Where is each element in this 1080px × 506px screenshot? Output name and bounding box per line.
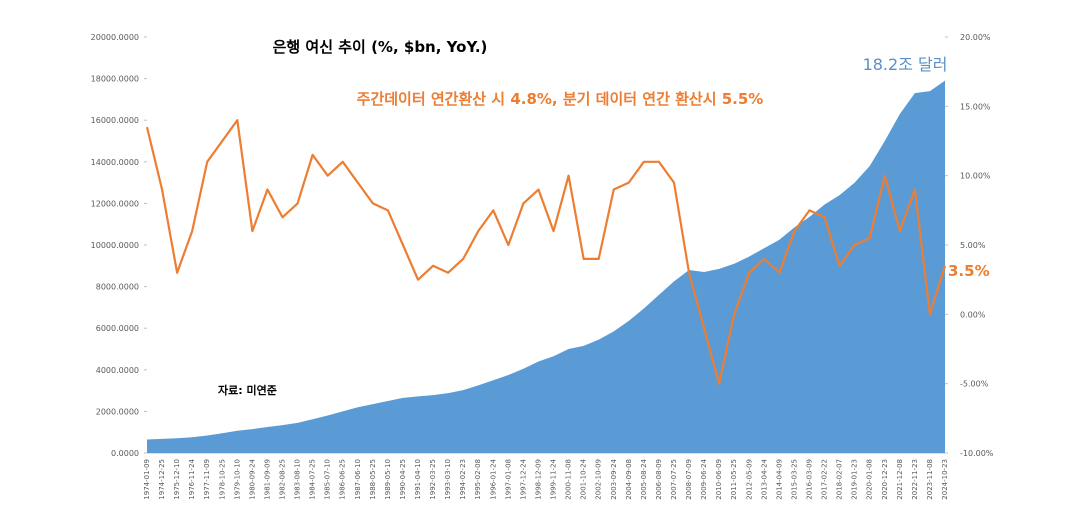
- x-tick-label: 1997-12-24: [519, 458, 527, 499]
- x-tick-label: 2015-03-25: [790, 459, 798, 500]
- x-tick-label: 2013-04-24: [760, 458, 768, 499]
- x-tick-label: 1996-01-24: [489, 458, 497, 499]
- x-tick-label: 2022-11-23: [911, 459, 919, 500]
- x-tick-label: 2018-02-07: [836, 459, 844, 500]
- x-tick-label: 1975-12-10: [173, 459, 181, 500]
- x-tick-label: 2005-08-24: [640, 458, 648, 499]
- x-tick-label: 2023-11-08: [926, 459, 934, 500]
- x-tick-label: 1984-07-25: [309, 459, 317, 500]
- x-tick-label: 1979-10-10: [233, 459, 241, 500]
- x-tick-label: 1974-12-25: [158, 459, 166, 500]
- chart-title: 은행 여신 추이 (%, $bn, YoY.): [273, 38, 488, 56]
- x-tick-label: 2007-07-25: [670, 459, 678, 500]
- x-tick-label: 1995-02-08: [474, 459, 482, 500]
- x-tick-label: 1987-06-10: [354, 459, 362, 500]
- x-tick-label: 1998-12-09: [534, 459, 542, 500]
- x-tick-label: 2020-01-08: [866, 459, 874, 500]
- x-tick-label: 1989-05-10: [384, 459, 392, 500]
- x-tick-label: 2019-01-23: [851, 459, 859, 500]
- y-tick-label: 4000.0000: [96, 366, 139, 375]
- y-tick-label: 6000.0000: [96, 324, 139, 333]
- x-tick-label: 1985-07-10: [324, 459, 332, 500]
- x-tick-label: 2002-10-09: [595, 459, 603, 500]
- y2-tick-label: -5.00%: [960, 380, 989, 389]
- x-tick-label: 1997-01-08: [504, 459, 512, 500]
- y2-tick-label: 20.00%: [960, 33, 991, 42]
- x-tick-label: 2011-05-25: [730, 459, 738, 500]
- y-tick-label: 14000.0000: [91, 158, 139, 167]
- x-tick-label: 1978-10-25: [218, 459, 226, 500]
- annotation: 3.5%: [948, 262, 990, 280]
- x-tick-label: 2009-06-24: [700, 458, 708, 499]
- x-tick-label: 1994-02-23: [459, 459, 467, 500]
- x-tick-label: 2006-08-09: [655, 459, 663, 500]
- y-tick-label: 8000.0000: [96, 283, 139, 292]
- y-tick-label: 12000.0000: [91, 199, 139, 208]
- y-tick-label: 0.0000: [111, 449, 139, 458]
- x-tick-label: 1988-05-25: [369, 459, 377, 500]
- x-tick-label: 2001-10-24: [580, 458, 588, 499]
- y-tick-label: 10000.0000: [91, 241, 139, 250]
- x-tick-label: 2020-12-23: [881, 459, 889, 500]
- y2-tick-label: 0.00%: [960, 310, 986, 319]
- x-tick-label: 1976-11-24: [188, 458, 196, 499]
- x-tick-label: 2010-06-09: [715, 459, 723, 500]
- line: [145, 119, 947, 385]
- annotation: 자료: 미연준: [218, 383, 277, 397]
- x-tick-label: 1993-03-10: [444, 459, 452, 500]
- area: [147, 80, 945, 454]
- x-tick-label: 2014-04-09: [775, 459, 783, 500]
- y2-tick-label: 15.00%: [960, 102, 991, 111]
- y-tick-label: 20000.0000: [91, 33, 139, 42]
- y2-tick-label: 10.00%: [960, 172, 991, 181]
- y2-tick-label: 5.00%: [960, 241, 986, 250]
- x-tick-label: 2017-02-22: [821, 459, 829, 500]
- x-tick-label: 1981-09-09: [263, 459, 271, 500]
- x-tick-label: 1982-08-25: [279, 459, 287, 500]
- x-tick-label: 2024-10-23: [941, 459, 949, 500]
- plot: 0.0000 2000.0000 4000.0000 6000.0000 8000.00…: [91, 33, 994, 500]
- y-tick-label: 18000.0000: [91, 75, 139, 84]
- x-tick-label: 2012-05-09: [745, 459, 753, 500]
- x-tick-label: 2021-12-08: [896, 459, 904, 500]
- x-tick-label: 2000-11-08: [565, 459, 573, 500]
- x-tick-label: 1992-03-25: [429, 459, 437, 500]
- x-tick-label: 1999-11-24: [550, 458, 558, 499]
- annotation: 18.2조 달러: [863, 55, 948, 74]
- x-tick-label: 1980-09-24: [248, 458, 256, 499]
- x-tick-label: 1986-06-25: [339, 459, 347, 500]
- chart-subtitle: 주간데이터 연간환산 시 4.8%, 분기 데이터 연간 환산시 5.5%: [357, 90, 764, 108]
- y2-tick-label: -10.00%: [960, 449, 994, 458]
- x-tick-label: 2003-09-24: [610, 458, 618, 499]
- x-tick-label: 2008-07-09: [685, 459, 693, 500]
- x-tick-label: 1974-01-09: [143, 459, 151, 500]
- x-tick-label: 1990-04-25: [399, 459, 407, 500]
- x-tick-label: 1977-11-09: [203, 459, 211, 500]
- y-tick-label: 2000.0000: [96, 407, 139, 416]
- x-tick-label: 1983-08-10: [294, 459, 302, 500]
- y-tick-label: 16000.0000: [91, 116, 139, 125]
- x-tick-label: 1991-04-10: [414, 459, 422, 500]
- x-tick-label: 2016-03-09: [805, 459, 813, 500]
- x-tick-label: 2004-09-08: [625, 459, 633, 500]
